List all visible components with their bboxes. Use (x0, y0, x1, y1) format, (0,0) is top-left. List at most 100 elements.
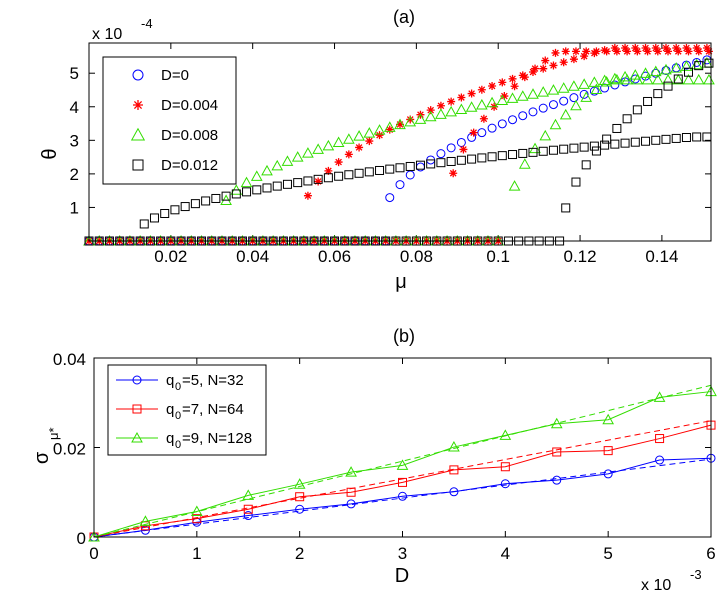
panel-a-ticks: 0.02 0.04 0.06 0.08 0.1 0.12 0.14 1 2 3 4 5 (70, 43, 711, 266)
panel-a-xlabel: μ (395, 271, 407, 293)
panel-a-legend-label-1: D=0.004 (161, 97, 218, 114)
panel-a-point (559, 108, 572, 120)
panel-a-point (663, 81, 673, 91)
panel-a-point (332, 136, 345, 147)
panel-a-point (673, 74, 683, 84)
panel-a-point (651, 44, 660, 53)
panel-a-point (488, 81, 497, 90)
panel-a-point (653, 47, 662, 56)
panel-b-legend-q-value-1: =7, N=64 (182, 401, 244, 418)
panel-a-point (518, 158, 531, 169)
panel-b-legend-q-value-2: =9, N=128 (182, 430, 252, 447)
panel-a-point (694, 61, 704, 71)
panel-a-point (559, 144, 569, 154)
panel-a-point (449, 169, 458, 178)
panel-b-point (602, 413, 615, 425)
panel-a-point (692, 73, 705, 85)
panel-a-legend-marker-1 (133, 100, 143, 110)
panel-a-point (528, 147, 538, 157)
panel-a-point (334, 171, 344, 181)
panel-a-point (456, 137, 466, 147)
panel-a-ytick-label: 2 (70, 165, 79, 184)
panel-a-point (180, 202, 190, 212)
panel-b-xtick-label: 6 (706, 544, 715, 563)
panel-a-point (660, 63, 672, 75)
panel-a-point (516, 90, 529, 101)
panel-a-point (631, 44, 640, 53)
panel-b-legend-marker-1 (132, 404, 142, 414)
panel-a-point (630, 137, 640, 147)
panel-a-legend-markers (130, 69, 146, 171)
panel-a-point (385, 193, 395, 203)
panel-a-point (641, 44, 650, 53)
panel-a-point (342, 133, 355, 144)
panel-b-point (499, 429, 512, 440)
panel-a-point (415, 162, 425, 172)
panel-a-point (497, 151, 507, 161)
panel-a-point (272, 181, 282, 191)
panel-b-point (345, 466, 357, 477)
panel-b-ylabel: σ μ* (31, 427, 61, 464)
panel-a-point (303, 191, 312, 200)
panel-a-point (231, 189, 241, 199)
panel-a-point (240, 176, 253, 188)
panel-a-point (528, 107, 538, 117)
panel-a-point (293, 178, 303, 188)
panel-a-point (692, 57, 702, 67)
panel-b-point (242, 489, 255, 500)
panel-a-point (170, 205, 180, 215)
panel-a-xtick-label: 0.04 (236, 247, 269, 266)
panel-a-point (683, 67, 693, 77)
panel-a-legend-marker-0 (132, 69, 144, 81)
panel-a-point (467, 132, 477, 142)
panel-a-point (548, 100, 558, 110)
panel-b-ytick-label: 0 (77, 529, 86, 548)
panel-b-legend-entry-0: q 0 =5, N=32 (166, 372, 244, 393)
panel-a-point (549, 61, 558, 70)
panel-a-point (506, 92, 519, 103)
panel-a-point (455, 103, 468, 115)
panel-a-point (671, 133, 681, 143)
panel-a-point (363, 127, 376, 138)
panel-a-ylabel: θ (39, 148, 61, 159)
panel-b-legend-q-prefix-0: q (166, 372, 174, 389)
panel-a-point (395, 163, 405, 173)
panel-b-point (192, 514, 202, 524)
panel-a: (a) x 10 -4 0.02 0.04 0.06 0.08 0.1 0.12 0.14 1… (39, 7, 715, 293)
panel-a-point (661, 134, 671, 144)
panel-a-point (281, 155, 294, 166)
panel-a-y-exponent-base: x 10 (92, 26, 122, 43)
panel-b-series-2 (88, 384, 717, 542)
panel-a-point (589, 141, 599, 151)
panel-a-point (252, 185, 262, 195)
panel-b-legend-n-0: , N=32 (199, 372, 244, 389)
panel-a-point (559, 58, 568, 67)
panel-a-ytick-label: 1 (70, 198, 79, 217)
panel-a-point (641, 73, 654, 85)
panel-a-point (581, 160, 591, 170)
panel-a-point (641, 136, 651, 146)
panel-a-legend-label-0: D=0 (161, 67, 189, 84)
panel-a-point (282, 179, 292, 189)
panel-a-point (670, 62, 683, 73)
panel-a-point (681, 133, 691, 143)
panel-a-point (324, 166, 333, 175)
panel-a-point (394, 118, 406, 130)
panel-b-legend-markers (116, 375, 158, 443)
panel-a-point (405, 161, 415, 171)
panel-b-point (243, 504, 253, 514)
panel-a-point (528, 67, 537, 76)
panel-b-point (293, 478, 306, 489)
panel-a-point (385, 164, 395, 174)
panel-a-point (190, 199, 200, 209)
panel-a-point (592, 47, 601, 56)
panel-b-point (448, 441, 460, 452)
panel-b-point (653, 391, 666, 402)
panel-a-point (160, 209, 170, 219)
panel-b-point (346, 487, 356, 497)
panel-a-legend-label-2: D=0.008 (161, 127, 218, 144)
panel-a-point (364, 167, 374, 177)
panel-a-point (313, 174, 323, 184)
panel-a-point (541, 56, 550, 65)
